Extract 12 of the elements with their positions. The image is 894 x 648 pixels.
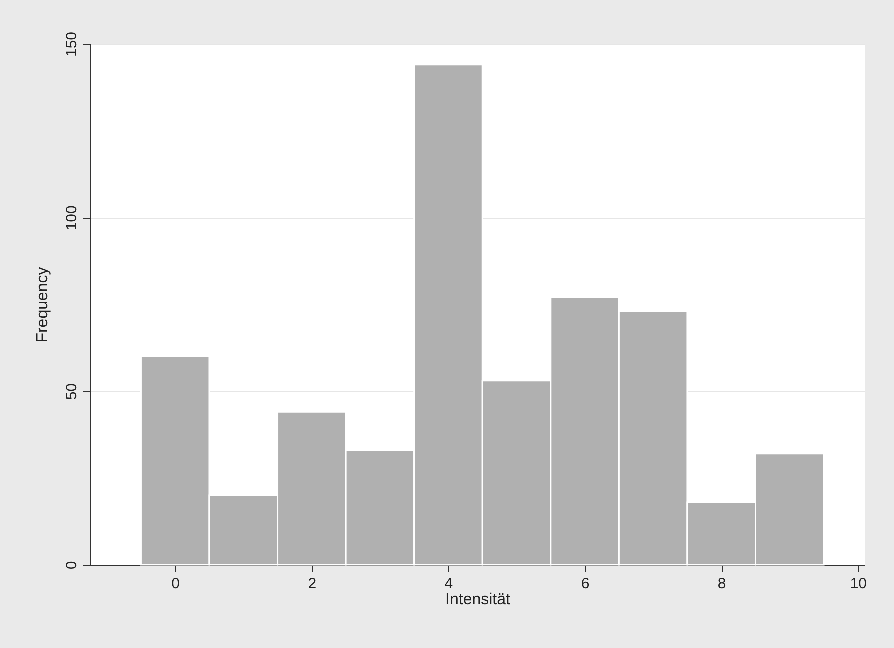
x-tick-label: 8 bbox=[718, 576, 726, 592]
x-tick-label: 6 bbox=[581, 576, 590, 592]
y-tick-label: 100 bbox=[64, 206, 80, 231]
x-tick-label: 0 bbox=[172, 576, 180, 592]
y-axis-title: Frequency bbox=[34, 267, 52, 343]
x-axis-title: Intensität bbox=[446, 592, 512, 608]
x-tick-label: 2 bbox=[308, 576, 317, 592]
x-tick-label: 4 bbox=[444, 576, 454, 592]
y-tick-label: 50 bbox=[64, 383, 80, 400]
y-tick-label: 150 bbox=[64, 32, 80, 58]
y-tick-label: 0 bbox=[64, 561, 80, 570]
x-tick-label: 10 bbox=[850, 576, 868, 592]
